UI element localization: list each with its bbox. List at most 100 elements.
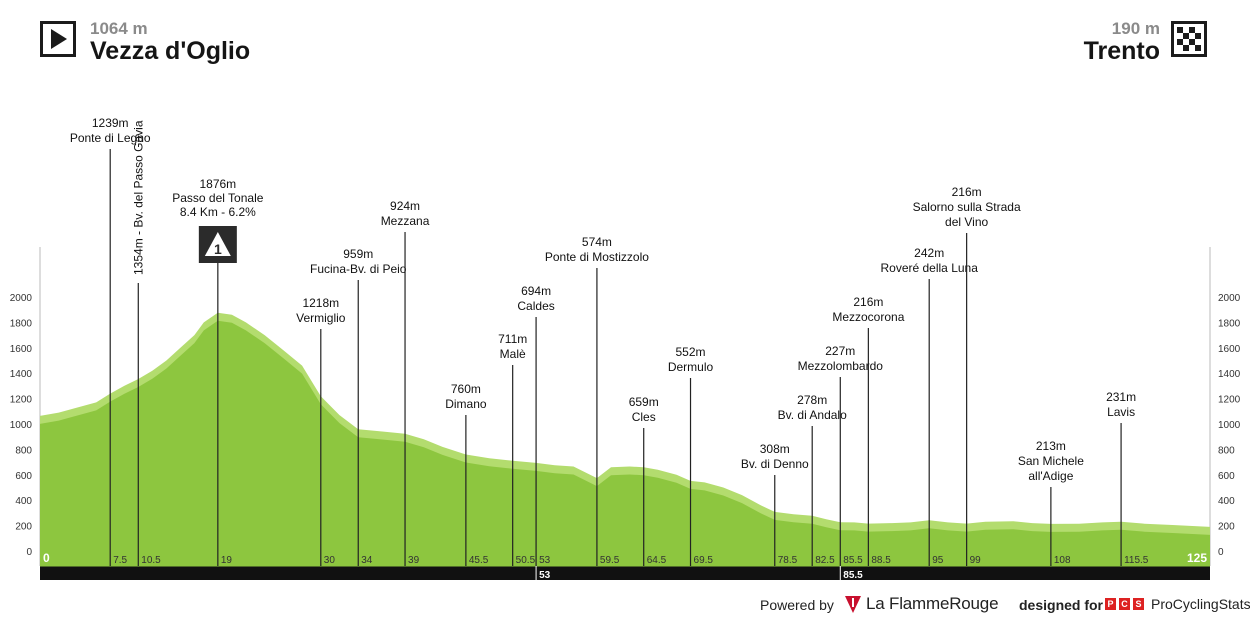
y-tick-left: 1400 <box>10 369 33 380</box>
procyclingstats-logo[interactable]: P C S ProCyclingStats <box>1105 596 1250 612</box>
waypoint-name: Mezzana <box>381 214 430 228</box>
waypoint-name: Caldes <box>517 299 554 313</box>
km-label: 85.5 <box>843 555 863 566</box>
y-tick-right: 800 <box>1218 445 1235 456</box>
finish-elevation: 190 m <box>1111 19 1160 38</box>
y-tick-right: 200 <box>1218 522 1235 533</box>
flamme-rouge-icon <box>845 596 861 613</box>
y-tick-right: 1200 <box>1218 395 1241 406</box>
waypoint-name: Dimano <box>445 397 487 411</box>
km-label: 10.5 <box>141 555 161 566</box>
km-label: 50.5 <box>516 555 536 566</box>
distance-bar <box>40 566 1210 580</box>
y-tick-right: 0 <box>1218 547 1224 558</box>
km-label: 19 <box>221 555 233 566</box>
waypoint-name: Dermulo <box>668 360 714 374</box>
km-label: 30 <box>324 555 336 566</box>
waypoint-elevation: 231m <box>1106 390 1136 404</box>
climb-detail: 8.4 Km - 6.2% <box>180 205 256 219</box>
y-tick-right: 1400 <box>1218 369 1241 380</box>
waypoint-elevation: 959m <box>343 247 373 261</box>
start-town: Vezza d'Oglio <box>90 37 251 65</box>
designed-for-label: designed for <box>1019 597 1104 613</box>
waypoint-elevation: 278m <box>797 393 827 407</box>
pcs-letter-c: C <box>1119 598 1130 610</box>
y-tick-left: 1800 <box>10 318 33 329</box>
km-label: 88.5 <box>871 555 891 566</box>
waypoint-elevation: 659m <box>629 395 659 409</box>
climb-triangle-icon <box>204 232 231 256</box>
start-elevation: 1064 m <box>90 19 148 38</box>
waypoint-name: Mezzocorona <box>832 310 904 324</box>
waypoint-name: Mezzolombardo <box>798 359 884 373</box>
pcs-letter-s: S <box>1133 598 1144 610</box>
y-tick-right: 1000 <box>1218 420 1241 431</box>
km-label: 99 <box>970 555 982 566</box>
y-tick-right: 600 <box>1218 471 1235 482</box>
waypoint-elevation: 694m <box>521 284 551 298</box>
waypoint-name: Roveré della Luna <box>880 261 978 275</box>
y-tick-right: 1800 <box>1218 318 1241 329</box>
y-tick-right: 1600 <box>1218 344 1241 355</box>
waypoint-name: Salorno sulla Strada <box>913 200 1021 214</box>
km-label: 82.5 <box>815 555 835 566</box>
waypoint-elevation: 760m <box>451 382 481 396</box>
waypoint-name: Bv. di Andalo <box>778 408 847 422</box>
flamme-rouge-text: La FlammeRouge <box>866 594 999 613</box>
climb-category-number: 1 <box>214 241 222 257</box>
y-tick-left: 200 <box>15 522 32 533</box>
waypoint-name: Malè <box>500 347 526 361</box>
waypoint-elevation: 711m <box>498 332 527 346</box>
waypoint-name: Ponte di Legno <box>70 131 151 145</box>
km-label: 78.5 <box>778 555 798 566</box>
waypoint-name: San Michele <box>1018 454 1084 468</box>
procyclingstats-text: ProCyclingStats <box>1151 596 1250 612</box>
km-label: 59.5 <box>600 555 620 566</box>
waypoint-elevation: 216m <box>853 295 883 309</box>
checkered-flag-icon <box>1171 21 1207 57</box>
km-label: 115.5 <box>1124 555 1149 566</box>
distance-bar-label: 85.5 <box>843 570 863 581</box>
km-label: 53 <box>539 555 551 566</box>
y-tick-right: 400 <box>1218 496 1235 507</box>
y-tick-left: 400 <box>15 496 32 507</box>
finish-town: Trento <box>1083 37 1160 65</box>
y-tick-left: 600 <box>15 471 32 482</box>
waypoint-name: Fucina-Bv. di Peio <box>310 262 407 276</box>
km-label: 39 <box>408 555 420 566</box>
start-km-label: 0 <box>43 551 50 565</box>
waypoint-elevation: 227m <box>825 344 855 358</box>
km-label: 34 <box>361 555 373 566</box>
waypoint-elevation: 924m <box>390 199 420 213</box>
play-icon <box>40 21 76 57</box>
waypoint-name: Bv. di Denno <box>741 457 809 471</box>
km-label: 69.5 <box>694 555 714 566</box>
pcs-letter-p: P <box>1105 598 1116 610</box>
waypoint-elevation: 213m <box>1036 439 1066 453</box>
waypoint-elevation: 574m <box>582 235 612 249</box>
km-label: 108 <box>1054 555 1071 566</box>
waypoint-name: del Vino <box>945 215 988 229</box>
waypoint-elevation: 242m <box>914 246 944 260</box>
climb-name: Passo del Tonale <box>172 191 264 205</box>
y-tick-left: 1200 <box>10 395 33 406</box>
km-label: 45.5 <box>469 555 489 566</box>
elevation-area <box>40 320 1210 566</box>
y-tick-left: 1600 <box>10 344 33 355</box>
y-tick-left: 2000 <box>10 293 33 304</box>
waypoint-name: Cles <box>632 410 656 424</box>
flamme-rouge-logo[interactable]: La FlammeRouge <box>844 594 999 614</box>
waypoint-name: Lavis <box>1107 405 1135 419</box>
y-tick-left: 800 <box>15 445 32 456</box>
waypoint-elevation: 308m <box>760 442 790 456</box>
km-label: 7.5 <box>113 555 127 566</box>
climb-elevation: 1876m <box>199 177 236 191</box>
y-tick-left: 0 <box>26 547 32 558</box>
waypoint-vertical-label: 1354m - Bv. del Passo Gavia <box>131 120 145 275</box>
waypoint-elevation: 1218m <box>302 296 339 310</box>
waypoint-elevation: 1239m <box>92 116 129 130</box>
y-tick-right: 2000 <box>1218 293 1241 304</box>
finish-km-label: 125 <box>1187 551 1207 565</box>
waypoint-elevation: 216m <box>952 185 982 199</box>
